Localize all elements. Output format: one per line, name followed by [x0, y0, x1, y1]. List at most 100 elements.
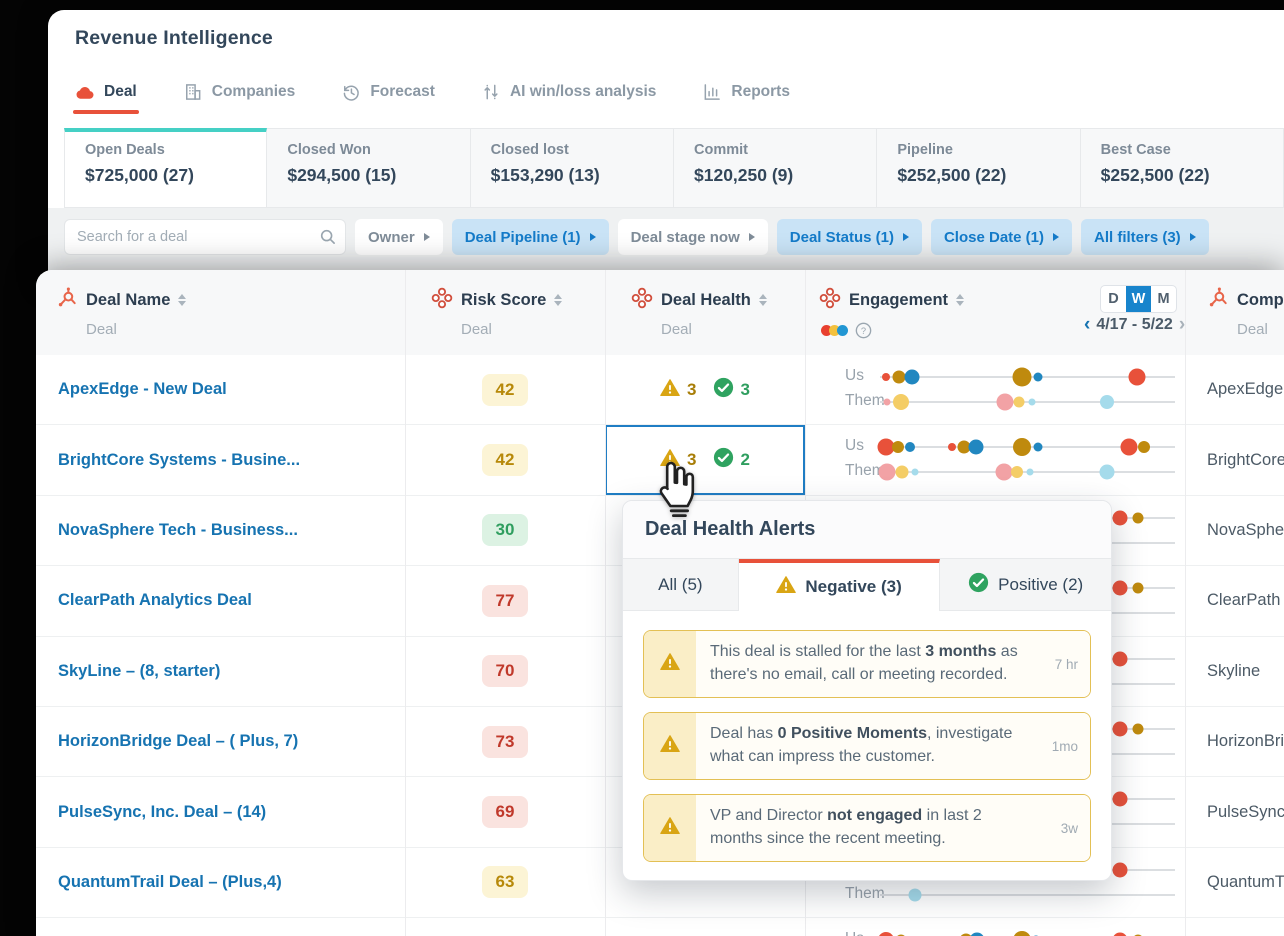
filter-deal-pipeline-1-[interactable]: Deal Pipeline (1) — [451, 219, 609, 255]
legend-dot-yellow — [829, 325, 840, 336]
sort-arrows[interactable] — [956, 293, 965, 307]
companies-icon — [183, 82, 203, 102]
deal-name-link[interactable]: BrightCore Systems - Busine... — [58, 450, 301, 469]
company-name: BrightCore — [1207, 450, 1284, 469]
engagement-legend: ? — [821, 322, 964, 339]
chevron-right-icon — [902, 233, 909, 241]
risk-score-badge: 30 — [482, 514, 528, 547]
them-label: Them — [845, 392, 885, 409]
sort-arrows[interactable] — [758, 293, 767, 307]
alert-text: Deal has 0 Positive Moments, investigate… — [696, 713, 1032, 779]
tab-positive[interactable]: Positive (2) — [940, 559, 1112, 611]
filter-owner[interactable]: Owner — [355, 219, 443, 255]
date-range-label: 4/17 - 5/22 — [1096, 315, 1173, 333]
deal-name-cell: SkyLine – (8, starter) — [36, 637, 405, 706]
date-range-nav: ‹ 4/17 - 5/22 › — [1084, 315, 1185, 334]
summary-card-best-case[interactable]: Best Case $252,500 (22) — [1080, 128, 1284, 208]
risk-score-badge: 77 — [482, 584, 528, 617]
tab-all[interactable]: All (5) — [623, 559, 739, 611]
tab-negative[interactable]: Negative (3) — [738, 559, 941, 611]
company-cell: BrightCore — [1185, 425, 1284, 494]
risk-score-badge: 73 — [482, 725, 528, 758]
engagement-cell: Us Them — [805, 425, 1185, 494]
alert-timestamp: 1mo — [1032, 713, 1090, 779]
engagement-cell: Us Them — [805, 918, 1185, 936]
alert-card: This deal is stalled for the last 3 mont… — [643, 630, 1091, 698]
period-toggle-m[interactable]: M — [1157, 291, 1170, 307]
filter-deal-stage-now[interactable]: Deal stage now — [617, 219, 768, 255]
help-icon[interactable]: ? — [855, 322, 872, 339]
risk-score-cell: 63 — [405, 848, 605, 917]
engagement-sparkline-us — [880, 367, 1175, 387]
legend-dot-red — [821, 325, 832, 336]
column-header-deal-name[interactable]: Deal Name Deal — [56, 270, 187, 355]
nav-tab-forecast[interactable]: Forecast — [341, 82, 435, 114]
column-header-deal-health[interactable]: Deal Health Deal — [631, 270, 767, 355]
company-name: ClearPath — [1207, 591, 1281, 610]
company-name: PulseSync — [1207, 802, 1284, 821]
deal-name-link[interactable]: HorizonBridge Deal – ( Plus, 7) — [58, 732, 299, 751]
company-cell: NovaSphere — [1185, 496, 1284, 565]
company-cell: PulseSync — [1185, 777, 1284, 846]
column-header-company[interactable]: Company Deal — [1207, 270, 1284, 355]
alert-card: Deal has 0 Positive Moments, investigate… — [643, 712, 1091, 780]
deal-name-link[interactable]: ClearPath Analytics Deal — [58, 591, 252, 610]
alert-timestamp: 7 hr — [1032, 631, 1090, 697]
filter-close-date-1-[interactable]: Close Date (1) — [930, 219, 1072, 255]
table-header: Deal Name Deal Risk Score Deal Deal Heal… — [36, 270, 1284, 356]
them-label: Them — [845, 884, 885, 902]
risk-score-cell: 77 — [405, 566, 605, 635]
summary-card-closed-lost[interactable]: Closed lost $153,290 (13) — [470, 128, 674, 208]
period-toggle-w[interactable]: W — [1126, 286, 1151, 312]
us-label: Us — [845, 930, 864, 936]
engagement-cell: Us Them — [805, 355, 1185, 424]
company-cell: QuantumTrail — [1185, 848, 1284, 917]
column-header-engagement[interactable]: Engagement ? — [819, 270, 965, 355]
nav-tab-ai-win-loss-analysis[interactable]: AI win/loss analysis — [481, 82, 656, 114]
forecast-icon — [341, 82, 361, 102]
engagement-sparkline-them — [880, 393, 1175, 411]
warning-icon — [644, 713, 696, 779]
deal-name-link[interactable]: ApexEdge - New Deal — [58, 380, 227, 399]
positive-check-icon — [713, 377, 734, 403]
column-header-risk-score[interactable]: Risk Score Deal — [431, 270, 563, 355]
sort-arrows[interactable] — [178, 293, 187, 307]
company-name: HorizonBridge — [1207, 732, 1284, 751]
filter-deal-status-1-[interactable]: Deal Status (1) — [776, 219, 922, 255]
deal-health-cell[interactable] — [605, 918, 805, 936]
chevron-right-icon — [589, 233, 596, 241]
deal-name-link[interactable]: SkyLine – (8, starter) — [58, 661, 221, 680]
engagement-sparkline-them — [880, 888, 1175, 902]
chevron-right-icon — [1053, 233, 1059, 241]
risk-score-cell: 42 — [405, 355, 605, 424]
clover-icon — [431, 287, 453, 314]
column-divider — [405, 270, 406, 936]
risk-score-cell: 69 — [405, 777, 605, 846]
search-input[interactable] — [64, 219, 346, 255]
nav-tab-companies[interactable]: Companies — [183, 82, 295, 114]
positive-check-icon — [713, 447, 734, 473]
risk-score-cell — [405, 918, 605, 936]
hubspot-sprocket-icon — [1207, 286, 1229, 314]
summary-card-closed-won[interactable]: Closed Won $294,500 (15) — [267, 128, 471, 208]
deal-name-cell: ClearPath Analytics Deal — [36, 566, 405, 635]
deal-name-link[interactable]: QuantumTrail Deal – (Plus,4) — [58, 872, 282, 891]
next-date-chevron[interactable]: › — [1178, 314, 1186, 335]
nav-tab-deal[interactable]: Deal — [73, 82, 139, 114]
summary-card-open-deals[interactable]: Open Deals $725,000 (27) — [64, 128, 268, 208]
engagement-sparkline-them — [878, 463, 1175, 481]
period-toggle-d[interactable]: D — [1108, 291, 1119, 307]
hand-cursor-icon — [648, 460, 700, 523]
deal-name-link[interactable]: NovaSphere Tech - Business... — [58, 520, 298, 539]
risk-score-cell: 30 — [405, 496, 605, 565]
prev-date-chevron[interactable]: ‹ — [1084, 314, 1091, 335]
sort-arrows[interactable] — [554, 293, 563, 307]
nav-tab-reports[interactable]: Reports — [702, 82, 790, 114]
summary-card-pipeline[interactable]: Pipeline $252,500 (22) — [877, 128, 1081, 208]
deal-name-link[interactable]: PulseSync, Inc. Deal – (14) — [58, 802, 267, 821]
filter-all-filters-3-[interactable]: All filters (3) — [1081, 219, 1209, 255]
summary-card-commit[interactable]: Commit $120,250 (9) — [674, 128, 878, 208]
